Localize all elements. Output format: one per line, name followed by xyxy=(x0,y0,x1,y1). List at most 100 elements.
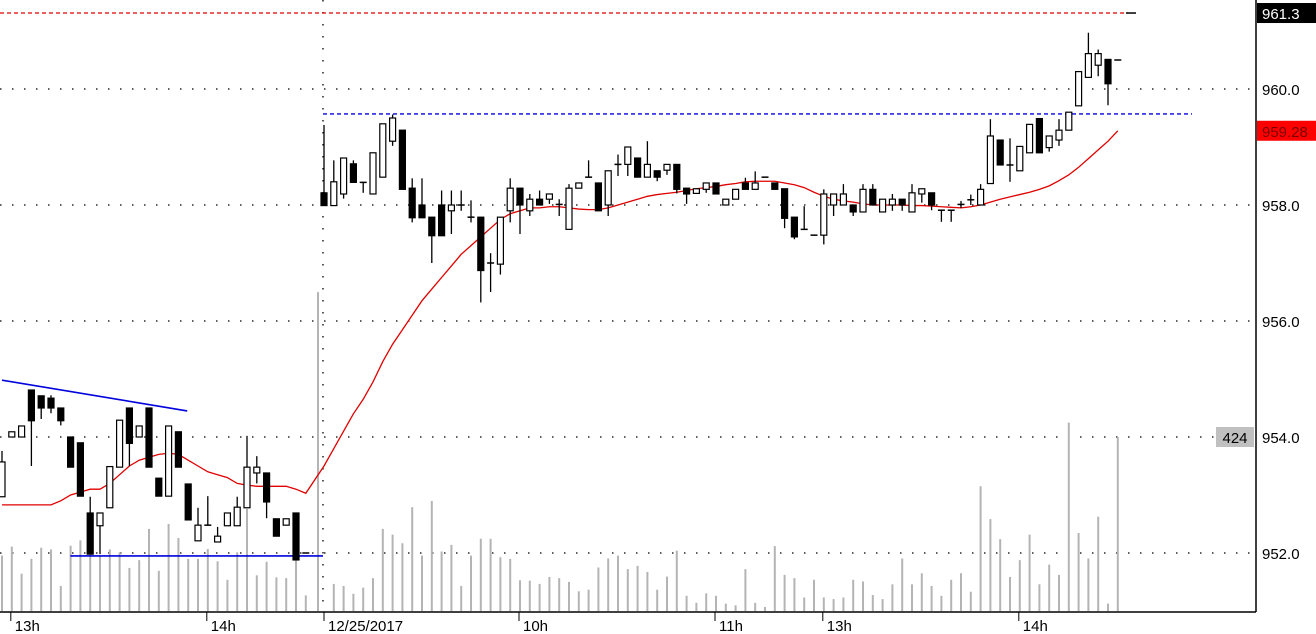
candle-body xyxy=(125,407,134,444)
candle-body xyxy=(663,163,671,171)
x-tick-label: 10h xyxy=(523,618,548,634)
candle-body xyxy=(673,163,681,190)
candle-body xyxy=(418,204,426,219)
candle xyxy=(555,199,563,217)
candle xyxy=(839,184,848,206)
candle-body xyxy=(604,170,612,206)
candle xyxy=(937,209,945,222)
candle-body xyxy=(731,188,740,200)
candle xyxy=(947,209,955,222)
candle-body xyxy=(859,188,867,213)
candle xyxy=(487,253,495,292)
moving-average xyxy=(2,130,1119,506)
x-tick-label: 13h xyxy=(827,618,852,634)
candle xyxy=(800,206,808,231)
candle xyxy=(263,472,271,519)
candle xyxy=(702,182,710,193)
candle xyxy=(888,193,897,211)
candle-body xyxy=(174,431,182,468)
candle-body xyxy=(986,135,995,185)
candle-body xyxy=(624,146,632,165)
candle-body xyxy=(477,216,485,272)
candle-body xyxy=(869,188,877,206)
candle-body xyxy=(1084,53,1093,78)
candle-body xyxy=(0,461,6,498)
candle-body xyxy=(145,407,153,468)
candle-body xyxy=(633,157,642,178)
candle-body xyxy=(330,181,338,207)
candle xyxy=(204,496,212,526)
moving-average-label-bg xyxy=(1257,120,1316,141)
candle-body xyxy=(398,129,406,190)
candle xyxy=(359,181,367,193)
candle-body xyxy=(1016,145,1024,172)
candle-body xyxy=(575,182,583,189)
candle-body xyxy=(155,477,163,497)
candle-body xyxy=(115,419,124,468)
candle xyxy=(174,431,182,468)
candle-body xyxy=(320,192,328,207)
candle-body xyxy=(594,182,603,212)
candle xyxy=(604,170,612,217)
volume-label-bg xyxy=(1216,427,1254,447)
candle-body xyxy=(292,512,300,561)
candle xyxy=(585,160,593,178)
candle xyxy=(349,160,357,183)
candle xyxy=(76,442,85,497)
moving-average-label: 959.28 xyxy=(1262,124,1308,141)
candle-body xyxy=(349,163,357,183)
candle xyxy=(145,407,153,468)
candle xyxy=(272,518,280,537)
candle-body xyxy=(898,198,906,206)
candle xyxy=(194,507,202,542)
candle xyxy=(663,163,671,175)
high-price-label: 961.3 xyxy=(1262,6,1300,23)
candle xyxy=(526,193,534,217)
candle xyxy=(986,119,995,185)
candle-body xyxy=(1104,58,1112,85)
candle-body xyxy=(918,188,926,195)
candle xyxy=(535,190,544,206)
volume-bars xyxy=(1,292,1119,611)
candle xyxy=(957,200,965,208)
candle-body xyxy=(1074,70,1083,107)
candle-body xyxy=(712,182,720,195)
candle-body xyxy=(849,204,857,213)
candle-body xyxy=(653,170,661,178)
y-tick-label: 958.0 xyxy=(1262,198,1300,215)
candle xyxy=(8,431,16,438)
candle xyxy=(1025,123,1034,154)
candle-body xyxy=(790,216,799,238)
candle-body xyxy=(839,193,848,206)
candle-body xyxy=(57,407,65,422)
candle-body xyxy=(888,198,897,206)
candle-body xyxy=(447,204,455,212)
candle xyxy=(908,184,916,213)
candle xyxy=(506,178,514,223)
candle-body xyxy=(369,152,377,195)
candle-body xyxy=(829,193,838,206)
candle-body xyxy=(1045,135,1053,149)
candle xyxy=(47,395,55,414)
candle xyxy=(849,204,857,217)
candle xyxy=(614,154,622,176)
candle-body xyxy=(66,436,75,468)
candle xyxy=(624,146,632,176)
candle xyxy=(771,182,779,190)
candle-body xyxy=(194,524,202,542)
candle xyxy=(447,190,455,234)
candle-body xyxy=(1035,117,1044,154)
volume-label: 424 xyxy=(1222,430,1247,447)
candle xyxy=(135,425,143,438)
candle xyxy=(967,194,975,205)
candle xyxy=(184,483,192,521)
candle-body xyxy=(135,425,143,438)
candle xyxy=(214,526,222,543)
candle xyxy=(898,198,906,211)
candle xyxy=(1074,70,1083,107)
candle-body xyxy=(428,216,436,237)
x-tick-label: 13h xyxy=(15,618,40,634)
candle-body xyxy=(18,425,26,438)
candle xyxy=(722,198,730,206)
candle-body xyxy=(165,425,173,497)
